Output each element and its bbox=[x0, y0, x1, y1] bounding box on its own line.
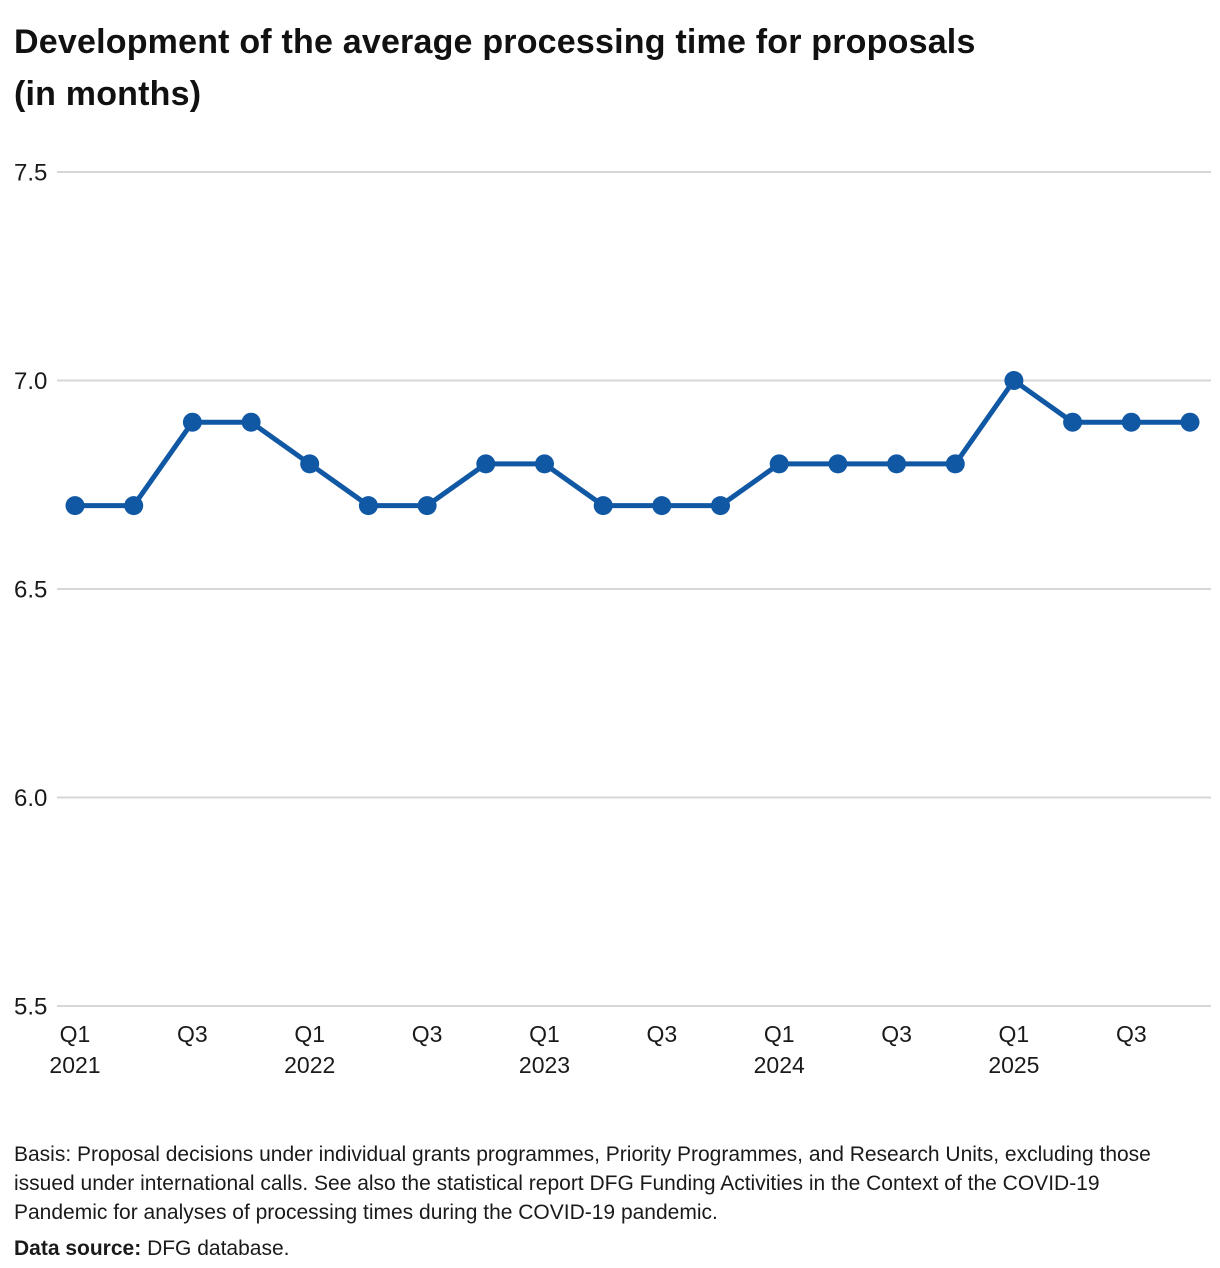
data-point bbox=[417, 496, 437, 516]
x-tick-quarter-label: Q3 bbox=[646, 1021, 677, 1047]
data-point bbox=[182, 412, 202, 432]
data-point bbox=[1004, 371, 1024, 390]
x-tick-quarter-label: Q3 bbox=[881, 1021, 912, 1047]
y-tick-label: 6.5 bbox=[14, 577, 47, 604]
x-tick-quarter-label: Q1 bbox=[529, 1021, 560, 1047]
data-point bbox=[65, 496, 85, 516]
chart-title-line1: Development of the average processing ti… bbox=[14, 23, 976, 61]
x-tick-year-label: 2022 bbox=[284, 1052, 335, 1078]
x-tick-quarter-label: Q1 bbox=[294, 1021, 325, 1047]
data-point bbox=[652, 496, 672, 516]
data-point bbox=[711, 496, 730, 516]
y-tick-label: 5.5 bbox=[14, 994, 47, 1021]
data-source-label: Data source: bbox=[14, 1237, 142, 1260]
data-point bbox=[769, 454, 789, 474]
x-tick-year-label: 2021 bbox=[49, 1052, 100, 1078]
x-tick-quarter-label: Q3 bbox=[1116, 1021, 1147, 1047]
x-tick-year-label: 2023 bbox=[519, 1052, 570, 1078]
data-point bbox=[593, 496, 613, 516]
x-tick-quarter-label: Q1 bbox=[764, 1021, 795, 1047]
data-point bbox=[535, 454, 554, 474]
data-point bbox=[476, 454, 496, 474]
x-tick-quarter-label: Q1 bbox=[999, 1021, 1030, 1047]
chart-footnote: Basis: Proposal decisions under individu… bbox=[14, 1140, 1164, 1263]
data-point bbox=[828, 454, 848, 474]
basis-note: Basis: Proposal decisions under individu… bbox=[14, 1143, 1151, 1224]
data-point bbox=[241, 412, 261, 432]
x-tick-quarter-label: Q3 bbox=[412, 1021, 443, 1047]
y-tick-label: 7.0 bbox=[14, 368, 47, 395]
data-point bbox=[1180, 412, 1200, 432]
data-point bbox=[1121, 412, 1141, 432]
data-point bbox=[358, 496, 378, 516]
x-tick-year-label: 2024 bbox=[754, 1052, 805, 1078]
chart-title-line2: (in months) bbox=[14, 75, 202, 113]
data-point bbox=[300, 454, 320, 474]
data-source-value: DFG database. bbox=[147, 1237, 290, 1260]
x-tick-quarter-label: Q3 bbox=[177, 1021, 208, 1047]
y-tick-label: 7.5 bbox=[14, 160, 47, 187]
x-tick-quarter-label: Q1 bbox=[60, 1021, 91, 1047]
data-point bbox=[124, 496, 144, 516]
data-point bbox=[887, 454, 907, 474]
data-line bbox=[72, 378, 1193, 509]
data-point bbox=[945, 454, 965, 474]
y-tick-label: 6.0 bbox=[14, 785, 47, 812]
chart-title: Development of the average processing ti… bbox=[14, 16, 1204, 120]
data-point bbox=[1063, 412, 1083, 432]
data-source-note: Data source: DFG database. bbox=[14, 1234, 1164, 1263]
x-tick-year-label: 2025 bbox=[988, 1052, 1039, 1078]
